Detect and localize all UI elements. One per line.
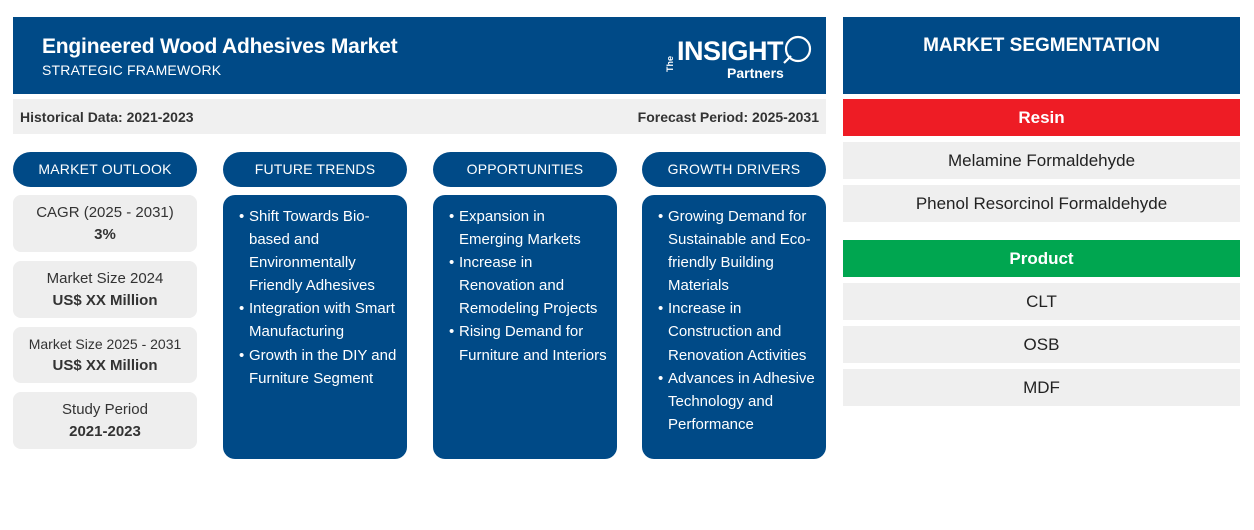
stat-cagr: CAGR (2025 - 2031) 3% <box>13 195 197 252</box>
segmentation-heading: MARKET SEGMENTATION <box>843 17 1240 94</box>
insight-partners-logo: The INSIGHT Partners <box>665 32 815 84</box>
stat-value: 3% <box>94 226 116 243</box>
opportunity-item: Expansion in Emerging Markets <box>449 205 609 251</box>
stat-label: CAGR (2025 - 2031) <box>36 204 174 221</box>
stat-label: Market Size 2025 - 2031 <box>28 336 182 352</box>
stat-value: 2021-2023 <box>69 423 141 440</box>
stat-label: Study Period <box>62 401 148 418</box>
driver-item: Increase in Construction and Renovation … <box>658 297 818 366</box>
report-subtitle: STRATEGIC FRAMEWORK <box>42 62 222 78</box>
logo-insight: INSIGHT <box>677 36 784 66</box>
opportunities-heading: OPPORTUNITIES <box>433 152 617 187</box>
logo-partners: Partners <box>727 65 784 81</box>
driver-item: Growing Demand for Sustainable and Eco-f… <box>658 205 818 297</box>
segment-item-mdf: MDF <box>843 369 1240 406</box>
segment-item-phenol: Phenol Resorcinol Formaldehyde <box>843 185 1240 222</box>
future-trends-card: Shift Towards Bio-based and Environmenta… <box>223 195 407 459</box>
growth-drivers-card: Growing Demand for Sustainable and Eco-f… <box>642 195 826 459</box>
forecast-period: Forecast Period: 2025-2031 <box>637 109 819 125</box>
future-trends-heading: FUTURE TRENDS <box>223 152 407 187</box>
opportunity-item: Increase in Renovation and Remodeling Pr… <box>449 251 609 320</box>
trend-item: Shift Towards Bio-based and Environmenta… <box>239 205 399 297</box>
stat-value: US$ XX Million <box>52 292 158 309</box>
period-bar: Historical Data: 2021-2023 Forecast Peri… <box>13 99 826 134</box>
segment-item-osb: OSB <box>843 326 1240 363</box>
opportunities-card: Expansion in Emerging Markets Increase i… <box>433 195 617 459</box>
segment-product-heading: Product <box>843 240 1240 277</box>
growth-drivers-heading: GROWTH DRIVERS <box>642 152 826 187</box>
stat-study-period: Study Period 2021-2023 <box>13 392 197 449</box>
market-outlook-heading: MARKET OUTLOOK <box>13 152 197 187</box>
stat-market-size-forecast: Market Size 2025 - 2031 US$ XX Million <box>13 327 197 383</box>
historical-data: Historical Data: 2021-2023 <box>20 109 194 125</box>
opportunity-item: Rising Demand for Furniture and Interior… <box>449 320 609 366</box>
report-header: Engineered Wood Adhesives Market STRATEG… <box>13 17 826 94</box>
stat-market-size-2024: Market Size 2024 US$ XX Million <box>13 261 197 318</box>
report-title: Engineered Wood Adhesives Market <box>42 35 398 58</box>
stat-label: Market Size 2024 <box>46 270 164 287</box>
driver-item: Advances in Adhesive Technology and Perf… <box>658 367 818 436</box>
stat-value: US$ XX Million <box>52 357 158 374</box>
segment-item-melamine: Melamine Formaldehyde <box>843 142 1240 179</box>
logo-the: The <box>665 55 675 72</box>
trend-item: Integration with Smart Manufacturing <box>239 297 399 343</box>
segment-resin-heading: Resin <box>843 99 1240 136</box>
trend-item: Growth in the DIY and Furniture Segment <box>239 344 399 390</box>
segment-item-clt: CLT <box>843 283 1240 320</box>
logo-arc-icon <box>783 35 812 64</box>
